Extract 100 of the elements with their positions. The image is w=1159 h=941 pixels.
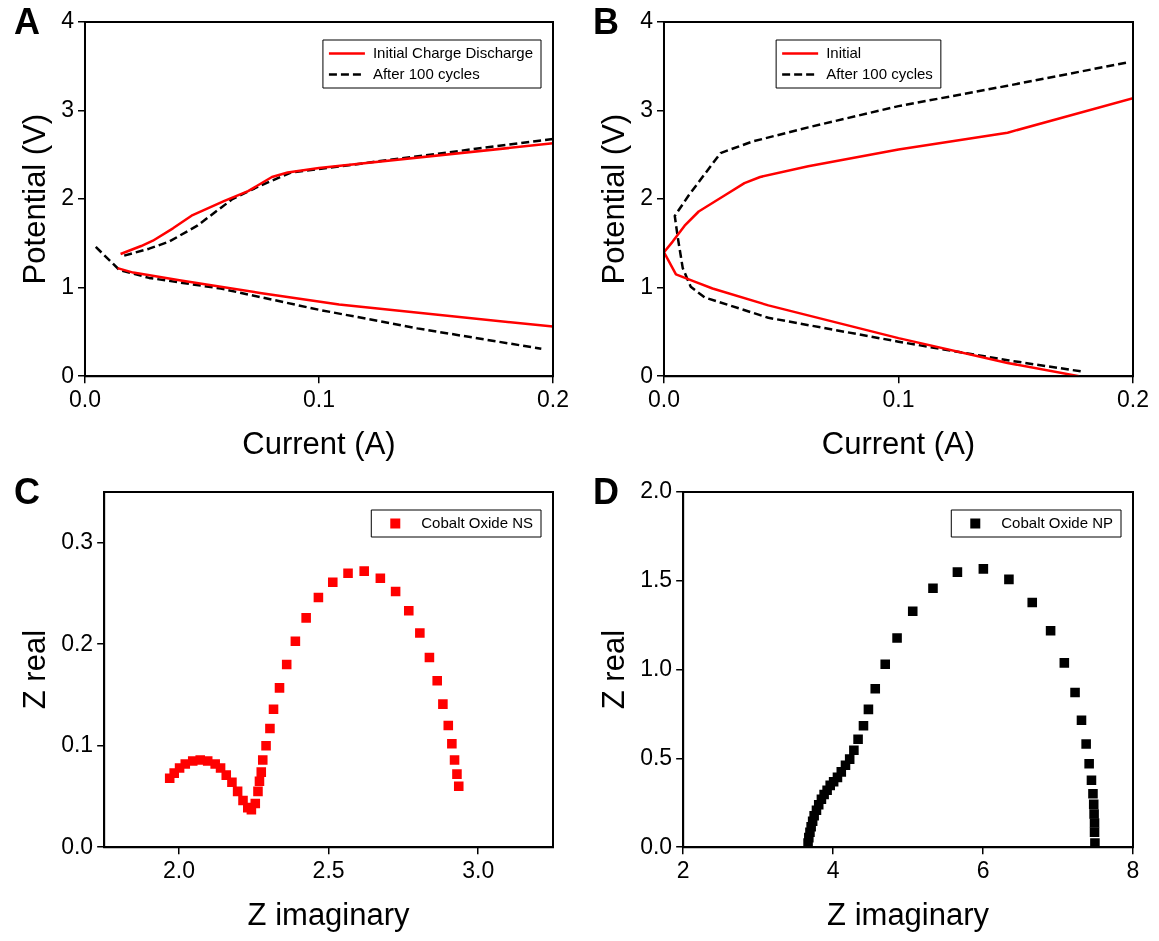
y-tick-label: 0.1 <box>61 731 94 758</box>
point <box>1088 799 1099 810</box>
point <box>892 633 902 643</box>
point <box>257 755 268 765</box>
point <box>1089 809 1099 819</box>
point <box>256 767 267 777</box>
point <box>180 759 191 769</box>
y-tick-label: 2 <box>640 184 653 211</box>
point <box>443 720 454 731</box>
point <box>390 586 401 597</box>
x-tick-label: 6 <box>976 857 990 884</box>
point <box>853 734 863 745</box>
y-tick-label: 0.0 <box>61 832 94 859</box>
point <box>313 592 324 603</box>
x-tick-label: 0.2 <box>1117 386 1149 413</box>
point <box>447 738 457 749</box>
y-tick-label: 1 <box>61 272 74 299</box>
x-tick-label: 0.1 <box>882 386 915 413</box>
text: D <box>593 470 619 512</box>
x-tick-label: 2.5 <box>312 857 345 884</box>
point <box>375 573 386 584</box>
x-tick-label: 0.1 <box>303 386 335 413</box>
point <box>907 606 918 616</box>
point <box>1076 715 1087 725</box>
point <box>844 754 855 764</box>
point <box>863 704 874 715</box>
point <box>1086 775 1097 786</box>
point <box>403 605 414 616</box>
y-tick-label: 0.0 <box>640 832 673 859</box>
x-tick-label: 2 <box>676 857 690 884</box>
point <box>268 704 279 714</box>
y-axis-title: Potential (V) <box>596 113 632 285</box>
y-tick-label: 3 <box>640 95 653 122</box>
point <box>424 652 435 663</box>
x-axis-title: Current (A) <box>242 425 396 461</box>
legend-label: After 100 cycles <box>372 64 480 82</box>
point <box>952 567 963 577</box>
point <box>1089 818 1100 828</box>
point <box>849 745 859 756</box>
y-tick-label: 0.2 <box>61 629 94 656</box>
point <box>978 564 989 574</box>
y-tick-label: 0 <box>640 361 653 388</box>
legend-label: Initial Charge Discharge <box>372 43 533 61</box>
point <box>880 659 891 670</box>
y-tick-label: 1 <box>640 272 653 299</box>
point <box>1059 658 1070 668</box>
point <box>870 684 881 694</box>
point <box>253 786 263 797</box>
y-tick-label: 3 <box>61 95 74 122</box>
x-tick-label: 3.0 <box>462 857 495 884</box>
point <box>1004 574 1014 585</box>
y-axis-title: Z real <box>596 629 632 710</box>
point <box>1070 687 1080 698</box>
text: A <box>14 0 40 42</box>
x-axis-title: Current (A) <box>821 425 976 461</box>
point <box>343 568 353 578</box>
x-axis-title: Z imaginary <box>827 896 990 932</box>
point <box>274 683 285 693</box>
x-tick-label: 4 <box>826 857 840 884</box>
y-tick-label: 2.0 <box>640 477 673 504</box>
x-tick-label: 0.2 <box>537 386 569 413</box>
point <box>1045 625 1056 636</box>
point <box>290 636 301 646</box>
point <box>250 798 261 809</box>
point <box>438 699 448 709</box>
text: B <box>593 0 619 42</box>
point <box>238 795 248 806</box>
point <box>281 659 292 670</box>
point <box>265 723 275 734</box>
point <box>254 776 265 787</box>
point <box>261 740 271 751</box>
point <box>195 755 206 765</box>
legend-label: Cobalt Oxide NS <box>421 513 533 531</box>
y-tick-label: 2 <box>61 184 74 211</box>
point <box>1089 827 1100 838</box>
x-tick-label: 8 <box>1126 857 1140 884</box>
point <box>227 777 237 788</box>
y-tick-label: 0.3 <box>61 528 94 555</box>
text: C <box>14 470 40 512</box>
point <box>301 613 311 623</box>
point <box>432 675 442 686</box>
point <box>1027 597 1038 608</box>
y-axis-title: Potential (V) <box>17 113 53 285</box>
y-tick-label: 1.5 <box>640 566 673 593</box>
point <box>221 770 232 780</box>
point <box>1084 758 1094 769</box>
y-tick-label: 4 <box>61 7 75 34</box>
legend-label: Initial <box>826 43 862 61</box>
y-axis-title: Z real <box>17 629 53 710</box>
point <box>453 781 464 792</box>
x-axis-title: Z imaginary <box>247 896 411 932</box>
point <box>858 720 869 731</box>
y-tick-label: 1.0 <box>640 654 673 681</box>
legend-label: After 100 cycles <box>826 64 933 82</box>
point <box>928 583 938 594</box>
point <box>1081 739 1091 749</box>
point <box>359 566 369 576</box>
point <box>215 763 226 773</box>
point <box>449 755 460 765</box>
point <box>232 786 243 797</box>
